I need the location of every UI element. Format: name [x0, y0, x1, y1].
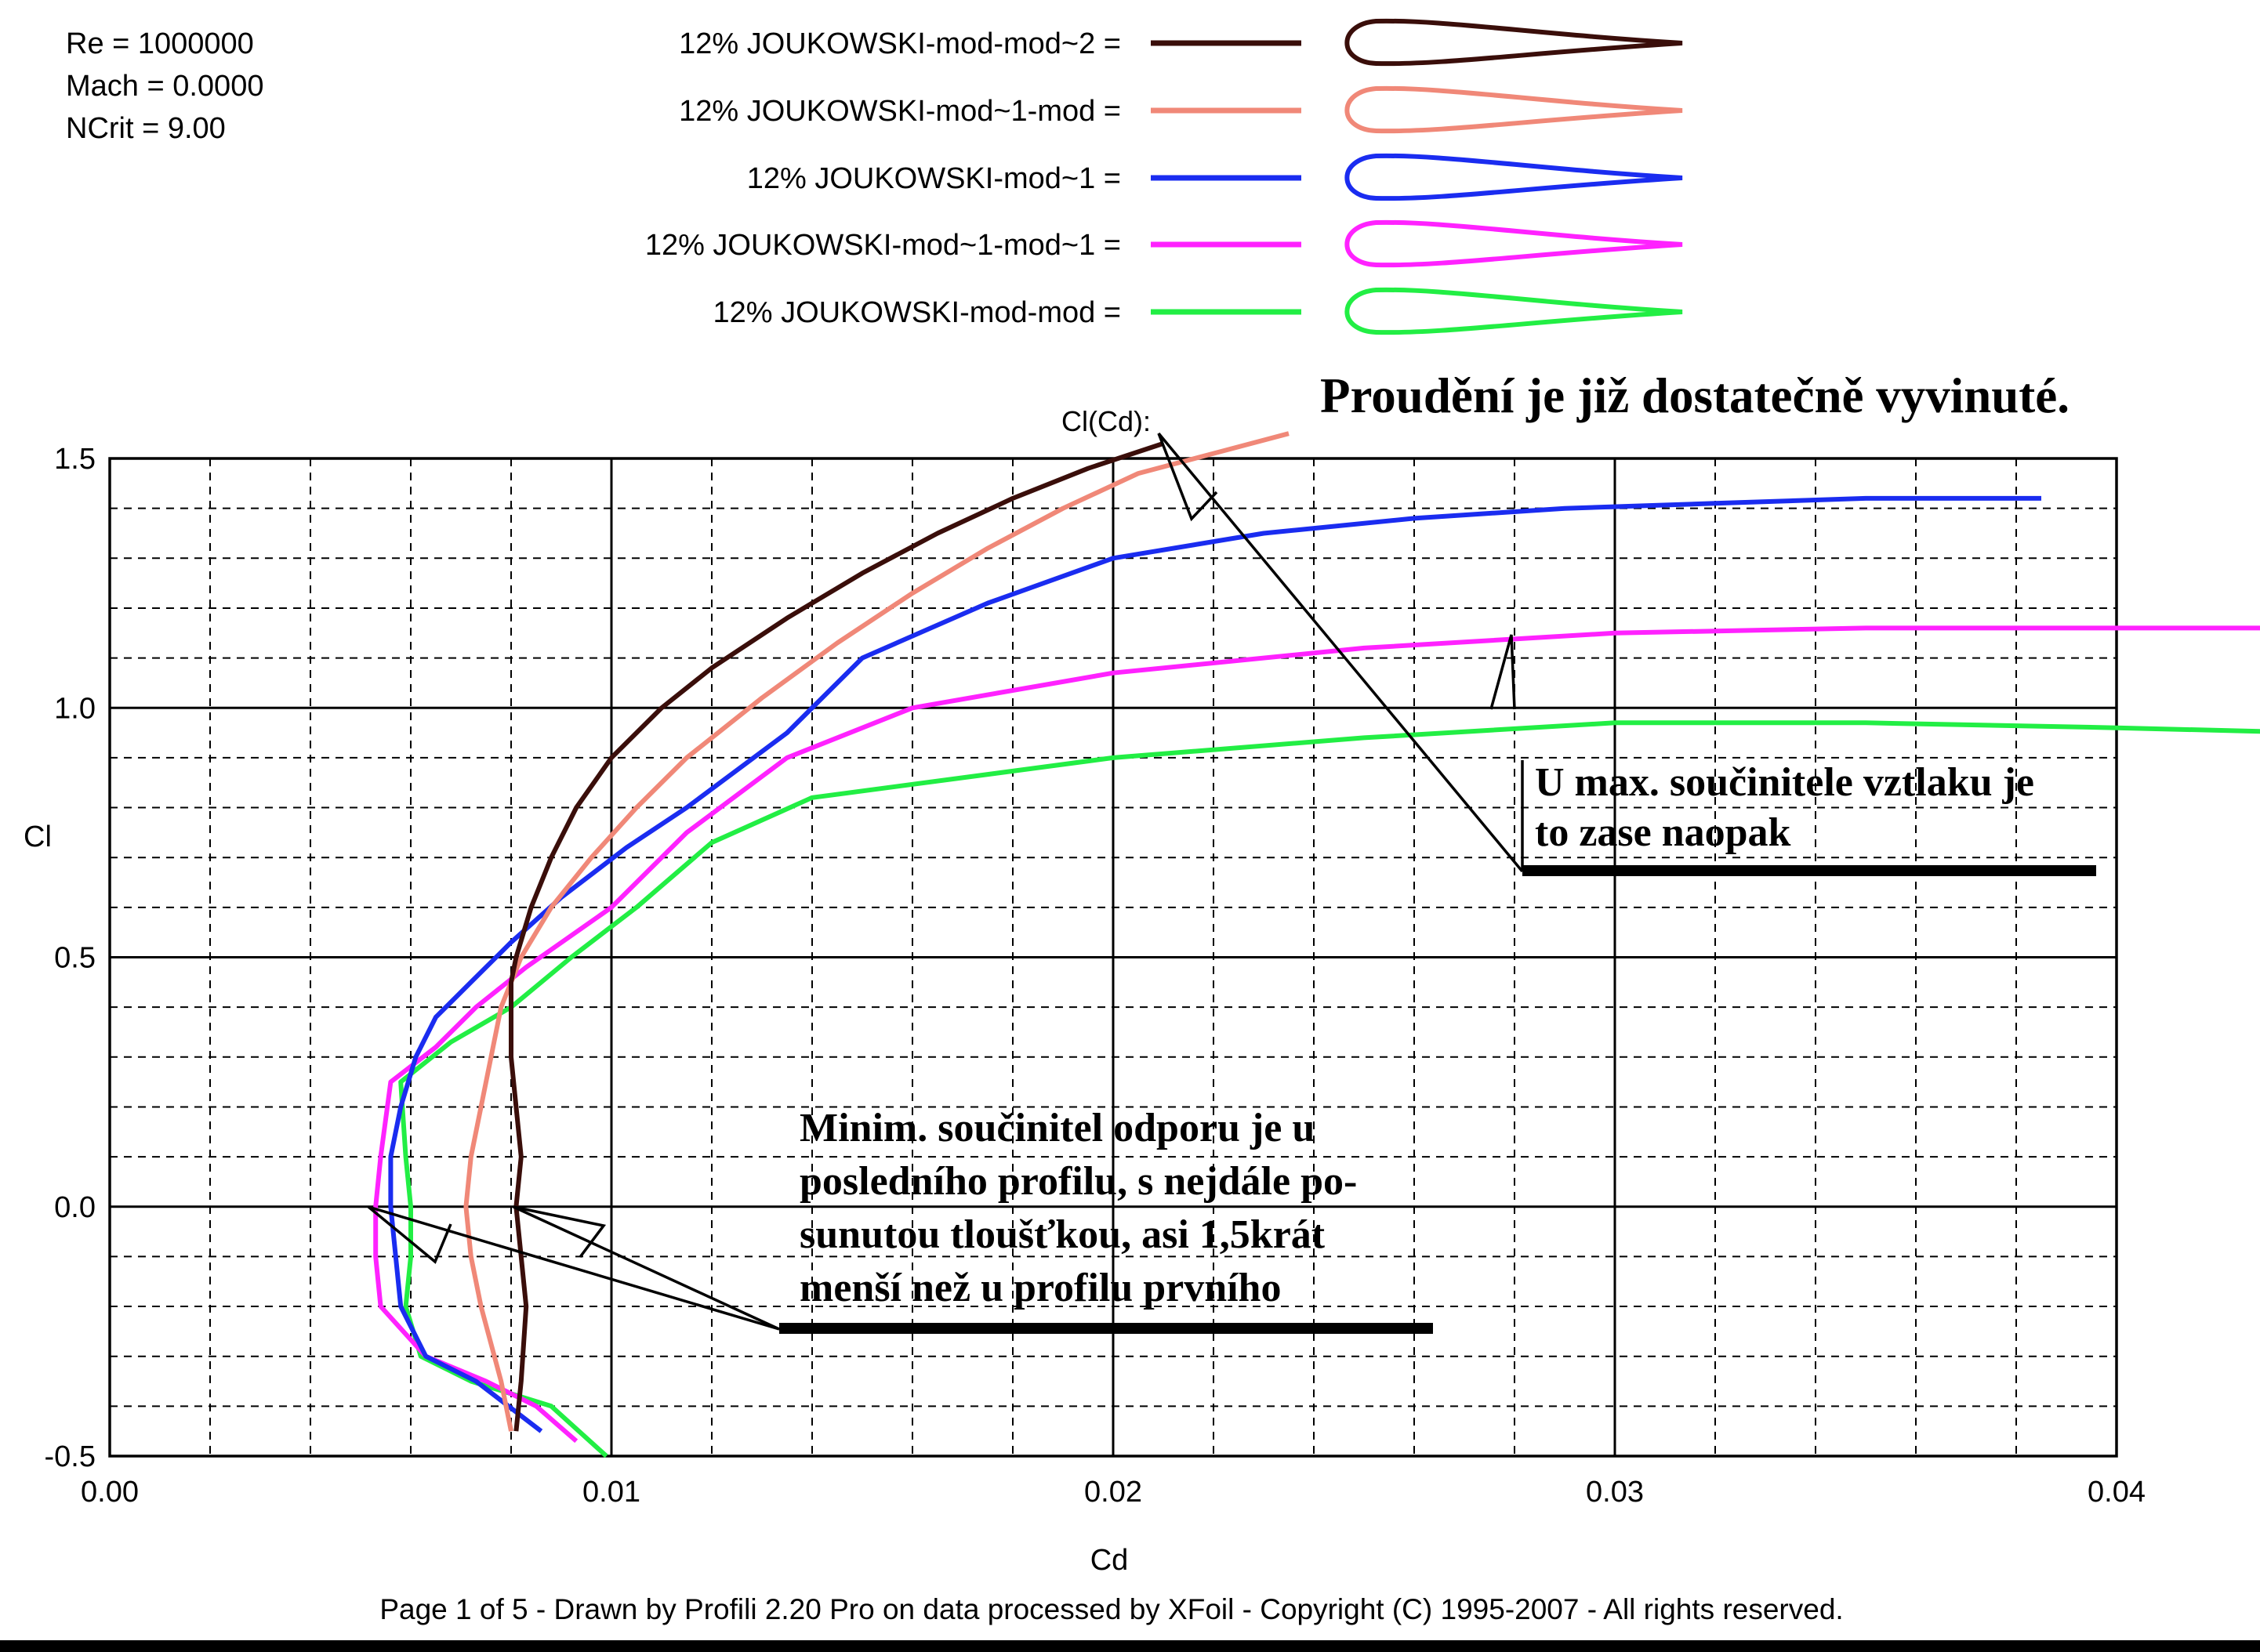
x-axis-label: Cd	[1090, 1544, 1129, 1577]
legend-airfoil-icon	[1344, 153, 1683, 201]
pointer-mindrag-line-1	[368, 1205, 780, 1331]
legend-label: 12% JOUKOWSKI-mod~1 =	[747, 162, 1121, 195]
pointer-cl-arrow	[1157, 433, 1218, 522]
x-tick-label: 0.03	[1586, 1476, 1644, 1509]
pointer-mindrag-arrow-1	[367, 1205, 452, 1264]
grid	[108, 457, 2118, 1458]
pointer-maxlift-arrow	[1489, 634, 1516, 710]
chart-annotation-title: Proudění je již dostatečně vyvinuté.	[1320, 368, 2070, 423]
y-axis-label: Cl	[24, 821, 52, 853]
legend-airfoil-icon	[1344, 287, 1683, 335]
legend-label: 12% JOUKOWSKI-mod~1-mod~1 =	[645, 229, 1121, 262]
legend-airfoil-icon	[1344, 85, 1683, 134]
x-tick-label: 0.01	[582, 1476, 640, 1509]
footer-credit: Page 1 of 5 - Drawn by Profili 2.20 Pro …	[379, 1593, 1843, 1625]
legend-airfoil-icon	[1344, 219, 1683, 268]
annotation-pointers	[367, 432, 2096, 1334]
series-line-mod-mod	[398, 720, 2260, 1458]
series-line-mod-1-mod-1	[373, 625, 2260, 1444]
legend-label: 12% JOUKOWSKI-mod-mod~2 =	[679, 27, 1121, 60]
annotation-mindrag-3: sunutou tloušťkou, asi 1,5krát	[800, 1212, 1326, 1257]
pointer-cl-line	[1157, 432, 1524, 873]
series-line-mod-mod-2	[509, 441, 1164, 1432]
annotation-maxlift-2: to zase naopak	[1535, 810, 1791, 855]
annotation-bar-mindrag	[779, 1323, 1433, 1334]
y-tick-label: 0.5	[54, 942, 96, 975]
legend-label: 12% JOUKOWSKI-mod-mod =	[713, 296, 1121, 329]
legend-airfoil-icon	[1344, 18, 1683, 67]
param-re: Re = 1000000	[66, 27, 254, 60]
pointer-mindrag-line-2	[513, 1205, 780, 1331]
x-tick-label: 0.04	[2088, 1476, 2146, 1509]
annotation-mindrag-4: menší než u profilu prvního	[800, 1266, 1281, 1310]
annotation-mindrag-2: posledního profilu, s nejdále po-	[800, 1159, 1357, 1204]
annotation-mindrag-1: Minim. součinitel odporu je u	[800, 1106, 1315, 1150]
footer-bar	[0, 1640, 2260, 1652]
param-ncrit: NCrit = 9.00	[66, 112, 226, 145]
axis-ticks: 0.00 0.01 0.02 0.03 0.04 -0.5 0.0 0.5 1.0 1.5	[45, 443, 2146, 1509]
x-tick-label: 0.00	[81, 1476, 139, 1509]
y-tick-label: 1.5	[54, 443, 96, 476]
param-mach: Mach = 0.0000	[66, 70, 263, 103]
series-line-mod-1-mod	[463, 431, 1290, 1432]
annotation-maxlift-1: U max. součinitele vztlaku je	[1535, 760, 2034, 805]
annotation-bar-maxlift	[1522, 865, 2096, 876]
pointer-mindrag-arrow-2	[513, 1205, 607, 1259]
legend-label: 12% JOUKOWSKI-mod~1-mod =	[679, 95, 1121, 128]
y-tick-label: -0.5	[45, 1440, 96, 1473]
series-group	[373, 431, 2260, 1458]
annotation-curve-label: Cl(Cd):	[1061, 405, 1151, 437]
x-tick-label: 0.02	[1084, 1476, 1142, 1509]
y-tick-label: 1.0	[54, 692, 96, 725]
legend: 12% JOUKOWSKI-mod-mod~2 = 12% JOUKOWSKI-m…	[645, 18, 1683, 335]
y-tick-label: 0.0	[54, 1191, 96, 1224]
